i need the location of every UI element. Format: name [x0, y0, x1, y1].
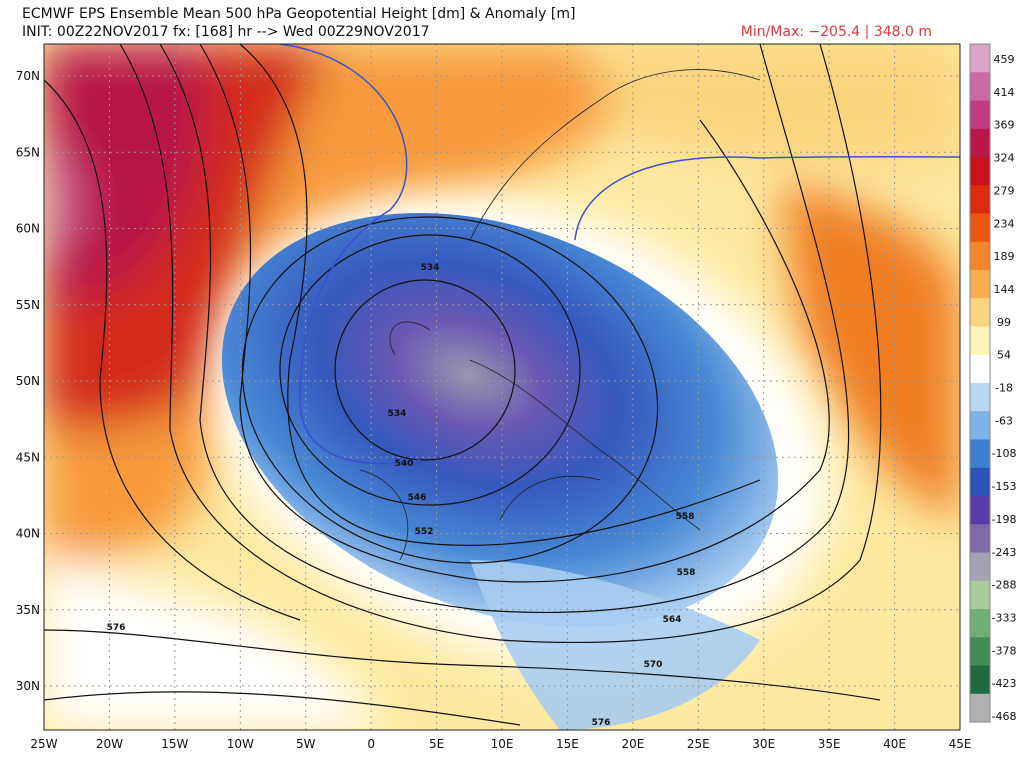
min-max: Min/Max: −205.4 | 348.0 m: [741, 24, 932, 40]
contour-label: 540: [395, 459, 414, 469]
colorbar-swatch: [970, 44, 990, 73]
lon-label: 45E: [949, 737, 972, 751]
colorbar-label: 324: [994, 152, 1015, 165]
colorbar-swatch: [970, 693, 990, 723]
init-line: INIT: 00Z22NOV2017 fx: [168] hr --> Wed …: [22, 24, 430, 40]
lat-label: 70N: [16, 69, 40, 83]
contour-label: 558: [677, 568, 696, 578]
colorbar-swatch: [970, 298, 990, 327]
colorbar-label: -153: [992, 480, 1017, 493]
lon-label: 5W: [296, 737, 316, 751]
lat-label: 65N: [16, 145, 40, 159]
title: ECMWF EPS Ensemble Mean 500 hPa Geopoten…: [22, 6, 575, 22]
contour-label: 534: [421, 263, 440, 273]
colorbar-label: -288: [992, 579, 1017, 592]
lat-label: 50N: [16, 374, 40, 388]
colorbar-swatch: [970, 411, 990, 440]
lon-label: 5E: [429, 737, 444, 751]
colorbar-swatch: [970, 185, 990, 214]
contour-label: 558: [676, 512, 695, 522]
colorbar-swatch: [970, 580, 990, 610]
lat-label: 40N: [16, 527, 40, 541]
colorbar-label: -468: [992, 710, 1017, 723]
colorbar-label: 279: [994, 184, 1015, 197]
colorbar-swatch: [970, 552, 990, 582]
lat-label: 35N: [16, 603, 40, 617]
lon-label: 40E: [883, 737, 906, 751]
contour-label: 546: [408, 493, 427, 503]
colorbar-swatch: [970, 496, 990, 525]
lon-label: 0: [367, 737, 375, 751]
colorbar-swatch: [970, 383, 990, 412]
contour-label: 576: [592, 718, 611, 728]
lat-label: 55N: [16, 298, 40, 312]
colorbar-label: 459: [994, 53, 1015, 66]
lon-label: 35E: [818, 737, 841, 751]
colorbar-label: -63: [995, 414, 1013, 427]
colorbar-label: 54: [997, 349, 1011, 362]
map-frame: [43, 43, 961, 731]
colorbar-label: -243: [992, 546, 1017, 559]
colorbar-label: 414: [994, 86, 1015, 99]
lon-label: 15W: [161, 737, 188, 751]
colorbar-swatch: [970, 609, 990, 638]
colorbar-swatch: [970, 128, 990, 158]
lon-label: 25E: [687, 737, 710, 751]
colorbar-frame: [969, 43, 991, 723]
lon-label: 20W: [96, 737, 123, 751]
colorbar-swatch: [970, 326, 990, 356]
height-contours: [44, 44, 882, 726]
colorbar-label: 189: [994, 250, 1015, 263]
contour-label: 534: [388, 409, 407, 419]
colorbar-swatch: [970, 467, 990, 497]
colorbar-label: -423: [992, 677, 1017, 690]
colorbar-label: -108: [992, 447, 1017, 460]
colorbar-label: -333: [992, 611, 1017, 624]
colorbar-label: 234: [994, 217, 1015, 230]
colorbar-swatch: [970, 213, 990, 243]
colorbar-swatch: [970, 439, 990, 469]
colorbar-swatch: [970, 665, 990, 695]
colorbar-swatch: [970, 72, 990, 101]
colorbar-label: 144: [994, 283, 1015, 296]
colorbar-label: -378: [992, 644, 1017, 657]
colorbar-swatch: [970, 100, 990, 130]
lon-label: 15E: [556, 737, 579, 751]
contour-label: 552: [415, 527, 434, 537]
colorbar-label: 369: [994, 119, 1015, 132]
lon-label: 30E: [752, 737, 775, 751]
contour-label: 564: [663, 615, 682, 625]
colorbar-label: -198: [992, 513, 1017, 526]
colorbar-swatch: [970, 270, 990, 299]
colorbar-swatch: [970, 524, 990, 553]
lat-label: 30N: [16, 679, 40, 693]
lon-label: 20E: [621, 737, 644, 751]
contour-label: 576: [107, 623, 126, 633]
lon-label: 10W: [227, 737, 254, 751]
colorbar-swatch: [970, 241, 990, 271]
map-area: 534 534 540 546 552 558 558 564 570 576 576: [44, 44, 960, 730]
lat-label: 60N: [16, 222, 40, 236]
lon-label: 25W: [30, 737, 57, 751]
colorbar-swatch: [970, 157, 990, 186]
colorbar-swatch: [970, 637, 990, 666]
contour-label: 570: [644, 660, 663, 670]
colorbar-label: 99: [997, 316, 1011, 329]
lat-label: 45N: [16, 450, 40, 464]
colorbar-swatch: [970, 354, 990, 384]
colorbar-label: -18: [995, 382, 1013, 395]
lon-label: 10E: [491, 737, 514, 751]
